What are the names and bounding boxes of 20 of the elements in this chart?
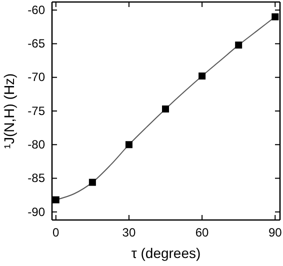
y-tick-label: -85 (28, 171, 46, 186)
x-tick-label: 0 (52, 226, 60, 240)
y-tick-label: -75 (28, 104, 46, 118)
x-tick-label: 60 (195, 226, 210, 240)
point (198, 72, 206, 80)
point (272, 13, 279, 20)
x-axis-title: τ (degrees) (131, 245, 201, 261)
point (52, 196, 60, 204)
x-tick-label: 30 (122, 226, 136, 240)
y-tick-label: -70 (28, 70, 46, 84)
y-tick-label: -60 (28, 2, 46, 17)
y-tick-label: -65 (28, 36, 46, 51)
x-tick-label: 90 (268, 226, 282, 240)
point (235, 42, 242, 49)
point (125, 141, 132, 148)
point (88, 178, 96, 186)
y-axis-title: ¹J(N,H) (Hz) (1, 73, 17, 149)
y-tick-label: -80 (28, 137, 46, 152)
y-tick-label: -90 (28, 204, 46, 219)
point (162, 105, 170, 112)
